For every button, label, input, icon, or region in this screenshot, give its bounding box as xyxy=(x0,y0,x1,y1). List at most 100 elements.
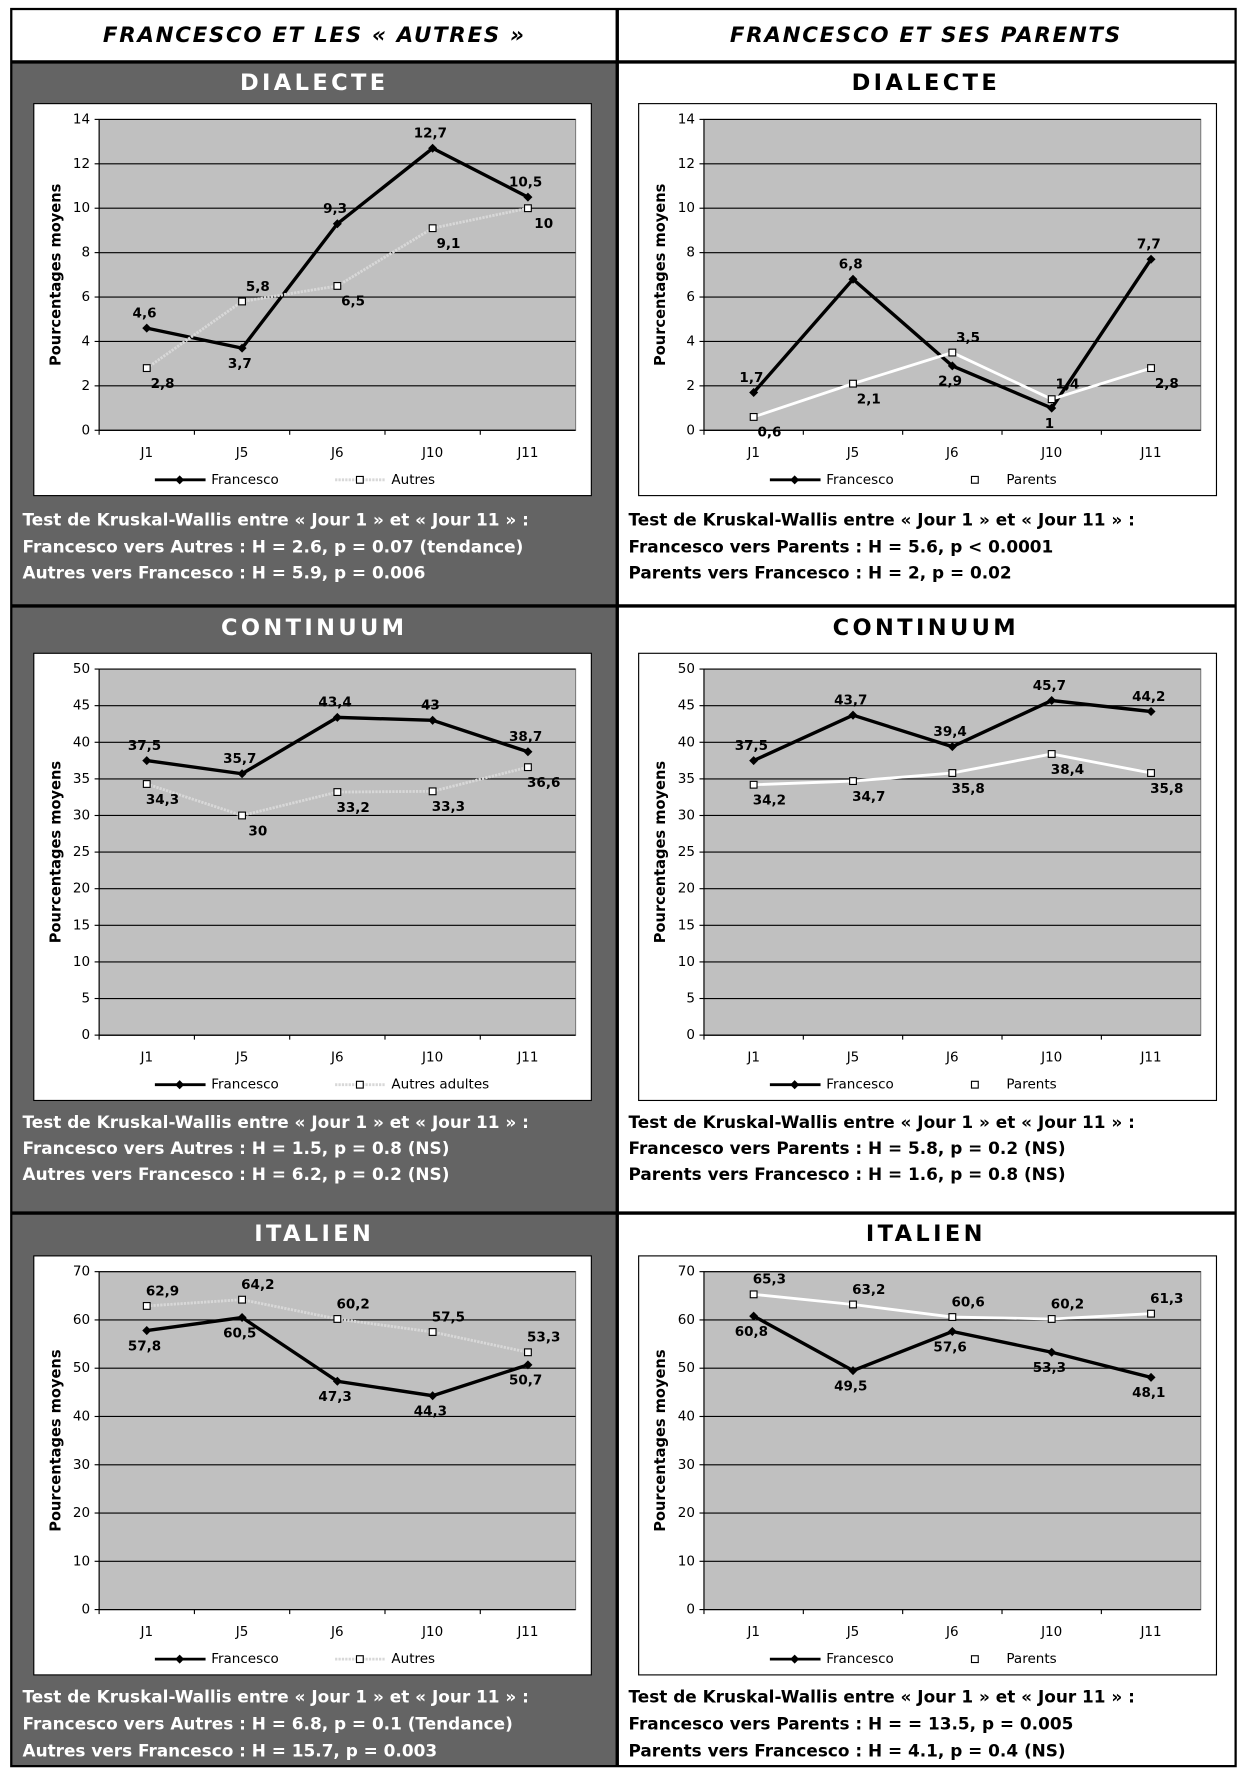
point-marker xyxy=(355,1080,364,1089)
legend-label: Autres xyxy=(391,472,435,488)
data-label: 60,8 xyxy=(735,1324,768,1340)
legend-label: Francesco xyxy=(211,1651,279,1667)
data-label: 12,7 xyxy=(414,126,447,142)
legend-label: Francesco xyxy=(826,472,894,488)
point-marker xyxy=(749,1290,758,1299)
test-note: Francesco vers Autres : H = 6.8, p = 0.1… xyxy=(23,1713,513,1733)
x-tick-label: J6 xyxy=(945,445,959,461)
data-label: 6,8 xyxy=(839,257,863,273)
y-tick-label: 15 xyxy=(678,917,695,933)
point-marker xyxy=(142,756,152,766)
data-label: 60,5 xyxy=(223,1325,256,1341)
point-marker xyxy=(849,1300,857,1309)
x-tick-label: J11 xyxy=(1139,1050,1161,1066)
y-tick-label: 8 xyxy=(686,245,695,261)
point-marker xyxy=(428,1391,438,1401)
y-tick-label: 10 xyxy=(73,200,90,216)
section-title: DIALECTE xyxy=(240,70,389,96)
data-label: 53,3 xyxy=(1033,1360,1066,1376)
point-marker xyxy=(749,1311,759,1321)
y-tick-label: 0 xyxy=(686,1027,695,1043)
point-marker xyxy=(947,1327,957,1337)
y-tick-label: 5 xyxy=(82,991,91,1007)
point-marker xyxy=(332,219,342,229)
x-tick-label: J1 xyxy=(746,1050,760,1066)
y-tick-label: 70 xyxy=(73,1264,90,1280)
data-label: 50,7 xyxy=(509,1373,542,1389)
point-marker xyxy=(790,475,800,485)
legend-label: Autres xyxy=(391,1651,435,1667)
data-label: 60,2 xyxy=(336,1296,369,1312)
point-marker xyxy=(142,1301,151,1310)
test-note: Francesco vers Autres : H = 1.5, p = 0.8… xyxy=(23,1138,450,1158)
x-tick-label: J1 xyxy=(139,445,153,461)
x-tick-label: J6 xyxy=(330,1624,344,1640)
y-tick-label: 10 xyxy=(678,1553,695,1569)
section-title: CONTINUUM xyxy=(221,615,407,641)
y-tick-label: 2 xyxy=(82,378,91,394)
legend-label: Francesco xyxy=(211,472,279,488)
point-marker xyxy=(332,1376,342,1386)
point-marker xyxy=(523,192,533,202)
data-label: 57,5 xyxy=(432,1309,465,1325)
legend-label: Parents xyxy=(1006,1651,1056,1667)
y-tick-label: 25 xyxy=(73,844,90,860)
y-tick-label: 14 xyxy=(678,111,695,127)
data-label: 43,4 xyxy=(318,695,351,711)
y-tick-label: 2 xyxy=(686,378,695,394)
y-axis-label: Pourcentages moyens xyxy=(652,183,669,366)
point-marker xyxy=(790,1654,800,1664)
x-tick-label: J5 xyxy=(846,1624,860,1640)
data-label: 34,7 xyxy=(852,789,885,805)
legend-label: Francesco xyxy=(211,1077,279,1093)
y-tick-label: 60 xyxy=(678,1312,695,1328)
y-tick-label: 20 xyxy=(73,1505,90,1521)
y-tick-label: 8 xyxy=(82,245,91,261)
point-marker xyxy=(428,1328,437,1336)
point-marker xyxy=(238,811,246,820)
y-axis-label: Pourcentages moyens xyxy=(47,761,64,944)
point-marker xyxy=(142,364,151,373)
point-marker xyxy=(749,388,759,398)
point-marker xyxy=(1047,1315,1056,1323)
point-marker xyxy=(849,379,857,388)
test-note: Autres vers Francesco : H = 5.9, p = 0.0… xyxy=(23,562,426,582)
x-tick-label: J11 xyxy=(516,1624,538,1640)
y-tick-label: 15 xyxy=(73,917,90,933)
point-marker xyxy=(428,787,437,796)
section-title: ITALIEN xyxy=(254,1221,374,1247)
y-tick-label: 0 xyxy=(686,422,695,438)
x-tick-label: J6 xyxy=(330,1050,344,1066)
data-label: 44,2 xyxy=(1132,689,1165,705)
x-tick-label: J10 xyxy=(1040,1624,1062,1640)
data-label: 64,2 xyxy=(241,1277,274,1293)
data-label: 38,4 xyxy=(1051,762,1084,778)
test-note: Test de Kruskal-Wallis entre « Jour 1 » … xyxy=(629,1686,1135,1706)
y-tick-label: 45 xyxy=(678,698,695,714)
y-tick-label: 5 xyxy=(686,991,695,1007)
x-tick-label: J10 xyxy=(421,1050,443,1066)
data-label: 10 xyxy=(534,216,553,232)
y-tick-label: 4 xyxy=(686,333,695,349)
legend-label: Parents xyxy=(1006,472,1056,488)
point-marker xyxy=(175,475,185,485)
x-tick-label: J5 xyxy=(235,1050,249,1066)
y-axis-label: Pourcentages moyens xyxy=(47,1349,64,1532)
point-marker xyxy=(970,475,979,484)
x-tick-label: J1 xyxy=(746,1624,760,1640)
y-tick-label: 50 xyxy=(678,661,695,677)
point-marker xyxy=(333,788,342,797)
data-label: 63,2 xyxy=(852,1282,885,1298)
x-tick-label: J5 xyxy=(846,1050,860,1066)
point-marker xyxy=(948,769,957,777)
y-tick-label: 50 xyxy=(73,1360,90,1376)
point-marker xyxy=(1146,1372,1156,1382)
test-note: Francesco vers Parents : H = 5.6, p < 0.… xyxy=(629,536,1054,556)
y-tick-label: 35 xyxy=(678,771,695,787)
point-marker xyxy=(428,143,438,153)
data-label: 35,8 xyxy=(951,781,984,797)
point-marker xyxy=(1047,696,1057,706)
y-tick-label: 0 xyxy=(686,1602,695,1618)
data-label: 57,6 xyxy=(933,1339,966,1355)
